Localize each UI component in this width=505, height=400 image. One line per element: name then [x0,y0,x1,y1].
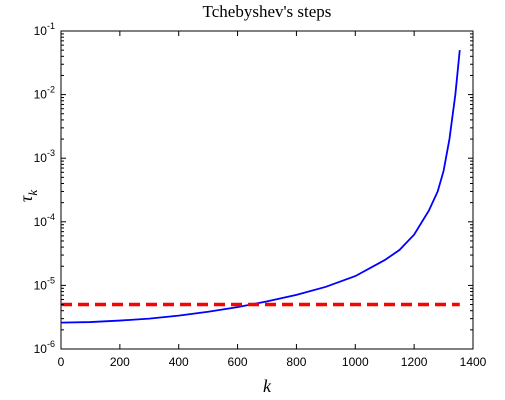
x-tick-label: 200 [110,355,130,369]
x-tick-label: 600 [228,355,248,369]
y-tick-label: 10-4 [34,212,55,229]
x-tick-label: 800 [286,355,306,369]
x-tick-label: 400 [169,355,189,369]
x-tick-label: 1400 [460,355,487,369]
series-line [60,50,461,324]
y-tick-label: 10-2 [34,85,55,102]
svg-text:τk: τk [16,190,40,202]
x-tick-label: 1200 [401,355,428,369]
y-axis-label: τk [16,190,40,202]
x-tick-label: 1000 [342,355,369,369]
chart-title: Tchebyshev's steps [203,2,332,21]
y-tick-label: 10-1 [34,21,55,38]
x-tick-label: 0 [58,355,65,369]
y-tick-label: 10-6 [34,339,55,356]
x-axis-label: k [263,376,272,396]
plot-frame [60,30,474,350]
y-tick-label: 10-3 [34,148,55,165]
plot-area [60,30,474,350]
y-tick-label: 10-5 [34,275,55,292]
